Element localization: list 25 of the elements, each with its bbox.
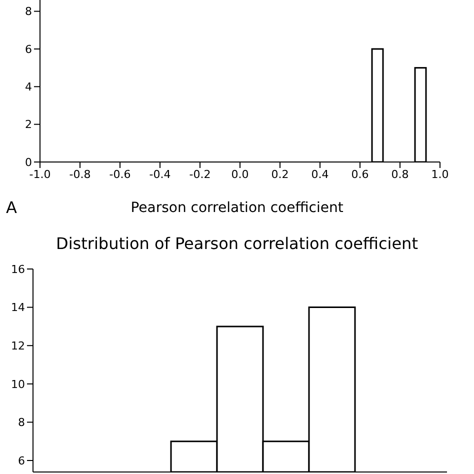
y-tick-label: 0 [25, 156, 32, 169]
x-tick-label: 0.8 [391, 168, 409, 181]
x-tick-label: 0.4 [311, 168, 329, 181]
y-tick-label: 6 [18, 454, 25, 468]
x-tick-label: -0.2 [189, 168, 211, 181]
x-axis-title: Pearson correlation coefficient [130, 200, 344, 216]
x-tick-label: -1.0 [29, 168, 51, 181]
y-tick-label: 2 [25, 118, 32, 132]
y-tick-label: 4 [25, 80, 32, 94]
y-tick-label: 6 [25, 42, 32, 56]
y-tick-label: 10 [11, 378, 25, 391]
x-tick-label: 0.2 [271, 168, 289, 181]
y-tick-label: 14 [11, 301, 25, 314]
y-tick-label: 8 [18, 416, 25, 430]
x-tick-label: -0.8 [69, 168, 91, 181]
x-tick-label: 0.6 [351, 168, 369, 181]
y-tick-label: 16 [11, 262, 25, 276]
x-tick-label: 0.0 [231, 168, 249, 181]
chart-title: Distribution of Pearson correlation coefficient [55, 234, 419, 253]
x-tick-label: -0.6 [109, 168, 131, 181]
y-tick-label: 8 [25, 5, 32, 18]
text: A [6, 198, 17, 217]
x-tick-label: 1.0 [431, 168, 449, 181]
y-tick-label: 12 [11, 340, 25, 353]
x-tick-label: -0.4 [149, 168, 171, 181]
